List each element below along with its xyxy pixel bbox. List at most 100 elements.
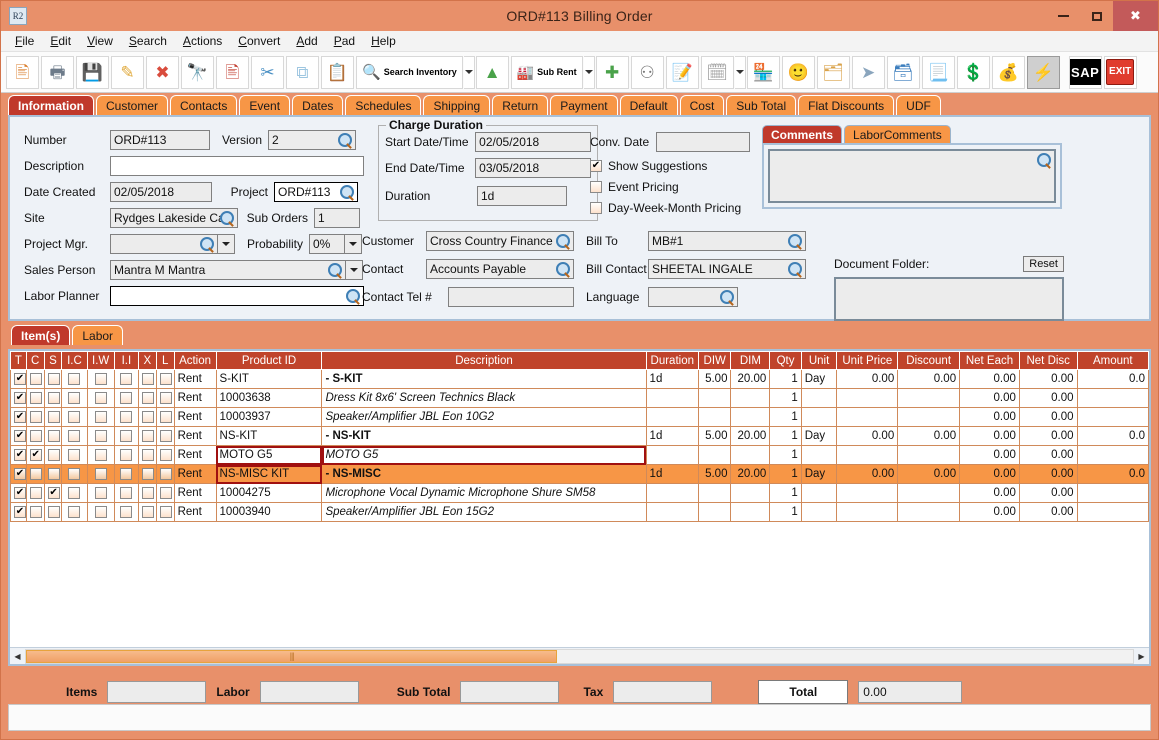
sales-person-search-icon[interactable] <box>327 262 343 278</box>
mouse-arrow-icon[interactable]: ➤ <box>851 55 885 89</box>
cell-unit[interactable] <box>800 445 838 465</box>
col-dim[interactable]: DIM <box>730 351 771 370</box>
cell-duration[interactable] <box>645 483 699 503</box>
cell-description[interactable]: Speaker/Amplifier JBL Eon 10G2 <box>321 407 647 427</box>
tab-shipping[interactable]: Shipping <box>423 95 491 115</box>
bill-to-search-icon[interactable] <box>787 233 803 249</box>
cell-diw[interactable] <box>697 502 732 522</box>
tab-items[interactable]: Item(s) <box>11 325 71 345</box>
cell-net-each[interactable]: 0.00 <box>959 464 1020 484</box>
document-folder-field[interactable] <box>834 277 1064 321</box>
conv-date-field[interactable] <box>656 132 750 152</box>
bill-contact-search-icon[interactable] <box>787 261 803 277</box>
cell-net-each[interactable]: 0.00 <box>959 369 1020 389</box>
cell-c-checkbox[interactable] <box>25 483 45 503</box>
checkbox-icon[interactable] <box>141 486 154 499</box>
cell-description[interactable]: - S-KIT <box>321 369 647 389</box>
cell-t-checkbox[interactable]: ✔ <box>10 388 27 408</box>
cell-product-id[interactable]: 10003937 <box>215 407 323 427</box>
bill-to-field[interactable]: MB#1 <box>648 231 806 251</box>
cell-ii-checkbox[interactable] <box>113 464 139 484</box>
cell-dim[interactable] <box>730 502 771 522</box>
checkbox-icon[interactable] <box>47 429 60 442</box>
cell-net-each[interactable]: 0.00 <box>959 426 1020 446</box>
cell-product-id[interactable]: 10003638 <box>215 388 323 408</box>
warehouse-icon[interactable]: 🏪 <box>746 55 780 89</box>
bill-contact-field[interactable]: SHEETAL INGALE <box>648 259 806 279</box>
cell-diw[interactable]: 5.00 <box>697 426 732 446</box>
cell-duration[interactable] <box>645 388 699 408</box>
cell-net-each[interactable]: 0.00 <box>959 483 1020 503</box>
cell-iw-checkbox[interactable] <box>86 502 115 522</box>
cell-t-checkbox[interactable]: ✔ <box>10 502 27 522</box>
cell-dim[interactable]: 20.00 <box>730 464 771 484</box>
checkbox-icon[interactable] <box>68 467 81 480</box>
site-field[interactable]: Rydges Lakeside Ca <box>110 208 238 228</box>
cell-s-checkbox[interactable] <box>43 388 63 408</box>
end-date-field[interactable]: 03/05/2018 <box>475 158 591 178</box>
cell-dim[interactable]: 20.00 <box>730 426 771 446</box>
cell-ii-checkbox[interactable] <box>113 445 139 465</box>
tab-dates[interactable]: Dates <box>292 95 344 115</box>
labor-planner-field[interactable] <box>110 286 364 306</box>
cell-amount[interactable] <box>1076 502 1149 522</box>
number-field[interactable]: ORD#113 <box>110 130 210 150</box>
cell-action[interactable]: Rent <box>173 483 217 503</box>
tab-information[interactable]: Information <box>8 95 94 115</box>
menu-view[interactable]: View <box>87 34 113 48</box>
total-field[interactable]: 0.00 <box>858 681 963 703</box>
customer-search-icon[interactable] <box>555 233 571 249</box>
checkbox-icon[interactable] <box>94 410 107 423</box>
language-search-icon[interactable] <box>719 289 735 305</box>
cell-ii-checkbox[interactable] <box>113 502 139 522</box>
cell-qty[interactable]: 1 <box>769 445 802 465</box>
cell-ic-checkbox[interactable] <box>61 502 88 522</box>
cell-l-checkbox[interactable] <box>155 483 175 503</box>
checkbox-icon[interactable] <box>120 372 133 385</box>
cell-diw[interactable] <box>697 407 732 427</box>
cell-product-id[interactable]: 10004275 <box>215 483 323 503</box>
cell-dim[interactable] <box>730 445 771 465</box>
cell-t-checkbox[interactable]: ✔ <box>10 407 27 427</box>
cell-net-disc[interactable]: 0.00 <box>1018 407 1078 427</box>
checkbox-icon[interactable]: ✔ <box>14 486 26 499</box>
menu-help[interactable]: Help <box>371 34 396 48</box>
cell-qty[interactable]: 1 <box>769 464 802 484</box>
cell-x-checkbox[interactable] <box>137 502 157 522</box>
table-row[interactable]: ✔ ✔ Rent 10004275 Microphone Vocal Dynamic M… <box>10 483 1149 503</box>
checkbox-icon[interactable] <box>120 448 133 461</box>
col-l[interactable]: L <box>155 351 175 370</box>
checkbox-icon[interactable] <box>141 410 154 423</box>
cell-ic-checkbox[interactable] <box>61 464 88 484</box>
cell-amount[interactable] <box>1076 407 1149 427</box>
checkbox-icon[interactable] <box>94 486 107 499</box>
cell-net-disc[interactable]: 0.00 <box>1018 464 1078 484</box>
cell-product-id[interactable]: MOTO G5 <box>215 445 323 465</box>
cell-l-checkbox[interactable] <box>155 407 175 427</box>
cell-duration[interactable] <box>645 407 699 427</box>
cell-unit-price[interactable]: 0.00 <box>836 369 899 389</box>
edit-pencil-icon[interactable]: ✎ <box>111 55 144 89</box>
cell-diw[interactable] <box>697 388 732 408</box>
new-document-icon[interactable]: 🖹 <box>6 55 39 89</box>
cell-qty[interactable]: 1 <box>769 369 802 389</box>
checkbox-icon[interactable] <box>120 486 133 499</box>
project-search-icon[interactable] <box>339 184 355 200</box>
smiley-icon[interactable]: 🙂 <box>781 55 815 89</box>
checkbox-icon[interactable]: ✔ <box>14 391 26 404</box>
tab-payment[interactable]: Payment <box>550 95 618 115</box>
cell-discount[interactable]: 0.00 <box>897 426 961 446</box>
tab-event[interactable]: Event <box>239 95 291 115</box>
horizontal-scrollbar[interactable]: ◀ ||| ▶ <box>10 647 1149 664</box>
cell-net-disc[interactable]: 0.00 <box>1018 445 1078 465</box>
checkbox-icon[interactable] <box>159 372 172 385</box>
checkbox-icon[interactable]: ✔ <box>29 448 42 461</box>
col-c[interactable]: C <box>25 351 45 370</box>
exit-button[interactable]: EXIT <box>1103 55 1137 89</box>
sub-rent-dropdown[interactable] <box>583 55 595 89</box>
cell-diw[interactable]: 5.00 <box>697 369 732 389</box>
checkbox-icon[interactable] <box>29 505 42 518</box>
checkbox-icon[interactable] <box>141 372 154 385</box>
checkbox-icon[interactable] <box>141 429 154 442</box>
cell-product-id[interactable]: NS-MISC KIT <box>215 464 323 484</box>
